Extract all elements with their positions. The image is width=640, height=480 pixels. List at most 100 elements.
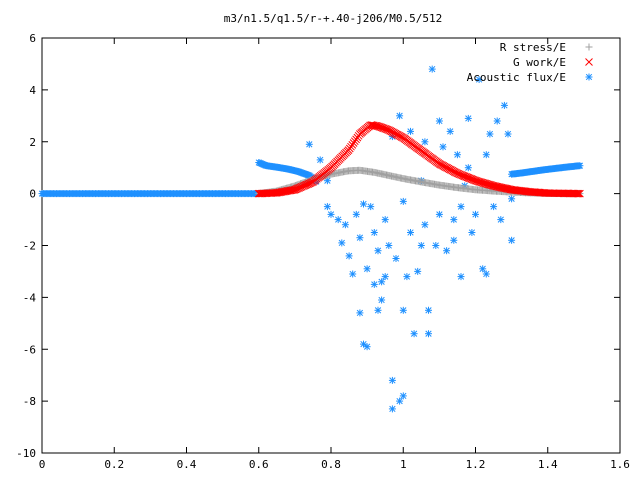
acoustic-flux-point: [475, 76, 483, 83]
plot-border: [41, 37, 621, 454]
legend-label: G work/E: [513, 56, 566, 69]
acoustic-flux-point: [450, 236, 458, 244]
legend-marker: [585, 58, 593, 66]
acoustic-flux-point: [399, 392, 407, 400]
acoustic-flux-point: [453, 151, 461, 159]
g-work-point: [299, 182, 307, 191]
x-tick-label: 0.8: [321, 458, 341, 471]
g-work-point: [454, 169, 463, 178]
acoustic-flux-point: [305, 140, 313, 148]
g-work-point: [572, 189, 580, 198]
acoustic-flux-point: [345, 252, 353, 260]
acoustic-flux-point: [421, 138, 429, 146]
acoustic-flux-point: [450, 216, 458, 224]
g-work-point: [301, 181, 310, 189]
acoustic-flux-point: [464, 114, 472, 122]
acoustic-flux-point: [479, 265, 487, 273]
acoustic-flux-point: [425, 306, 432, 314]
x-tick-label: 0.6: [249, 458, 269, 471]
legend-label: R stress/E: [500, 41, 566, 54]
acoustic-flux-point: [414, 267, 422, 275]
plot-frame: [41, 37, 621, 454]
y-tick-label: -8: [23, 395, 36, 408]
acoustic-flux-point: [410, 330, 418, 338]
acoustic-flux-point: [378, 278, 386, 286]
acoustic-flux-point: [399, 197, 407, 205]
acoustic-flux-point: [486, 130, 494, 138]
acoustic-flux-point: [482, 270, 490, 278]
g-work-point: [383, 125, 392, 134]
g-work-point: [573, 189, 582, 198]
acoustic-flux-point: [457, 203, 465, 211]
y-tick-label: -2: [23, 240, 36, 253]
acoustic-flux-point: [360, 200, 367, 208]
y-tick-label: 0: [29, 188, 36, 201]
acoustic-flux-point: [428, 65, 436, 73]
acoustic-flux-point: [381, 216, 389, 224]
acoustic-flux-point: [508, 236, 516, 244]
legend-label: Acoustic flux/E: [467, 71, 566, 84]
acoustic-flux-point: [493, 117, 501, 125]
series-acoustic-flux: [38, 65, 584, 413]
acoustic-flux-point: [399, 306, 407, 314]
x-tick-label: 1.4: [538, 458, 558, 471]
x-tick-label: 1.2: [466, 458, 486, 471]
x-tick-label: 1.6: [610, 458, 630, 471]
acoustic-flux-point: [403, 273, 411, 281]
acoustic-flux-point: [367, 203, 375, 211]
acoustic-flux-point: [334, 216, 342, 224]
acoustic-flux-point: [327, 210, 335, 218]
acoustic-flux-point: [425, 330, 432, 338]
x-tick-label: 0.4: [177, 458, 197, 471]
acoustic-flux-point: [374, 247, 382, 255]
acoustic-flux-point: [388, 376, 396, 384]
acoustic-flux-point: [352, 210, 360, 218]
acoustic-flux-point: [323, 203, 331, 211]
x-tick-label: 0: [39, 458, 46, 471]
acoustic-flux-point: [396, 112, 404, 120]
acoustic-flux-point: [341, 221, 349, 229]
g-work-point: [294, 184, 302, 193]
acoustic-flux-point: [435, 210, 443, 218]
acoustic-flux-point: [443, 247, 451, 255]
acoustic-flux-point: [338, 239, 346, 247]
acoustic-flux-point: [508, 195, 516, 203]
series-g-work: [254, 121, 584, 198]
y-tick-label: -4: [23, 291, 37, 304]
series-group: [38, 65, 584, 413]
acoustic-flux-point: [407, 127, 414, 135]
y-tick-label: 4: [29, 84, 36, 97]
g-work-point: [574, 189, 583, 198]
acoustic-flux-point: [370, 280, 378, 288]
acoustic-flux-point: [435, 117, 443, 125]
acoustic-flux-point: [490, 203, 498, 211]
acoustic-flux-point: [360, 340, 367, 348]
acoustic-flux-point: [370, 229, 378, 236]
x-tick-label: 1: [400, 458, 407, 471]
acoustic-flux-point: [417, 242, 425, 249]
acoustic-flux-point: [374, 306, 382, 314]
g-work-point: [576, 189, 584, 198]
acoustic-flux-point: [388, 405, 396, 413]
acoustic-flux-point: [468, 229, 476, 236]
acoustic-flux-point: [504, 130, 512, 138]
acoustic-flux-point: [392, 255, 400, 262]
acoustic-flux-point: [378, 296, 386, 304]
legend-marker: [585, 73, 593, 81]
g-work-point: [302, 180, 311, 189]
acoustic-flux-point: [432, 242, 440, 249]
g-work-point: [305, 179, 314, 188]
acoustic-flux-point: [316, 156, 324, 164]
acoustic-flux-point: [576, 162, 584, 170]
acoustic-flux-point: [407, 229, 414, 236]
acoustic-flux-point: [500, 101, 508, 109]
g-work-point: [291, 185, 300, 194]
acoustic-flux-point: [356, 309, 364, 317]
acoustic-flux-point: [349, 270, 357, 278]
legend-marker: [585, 43, 593, 51]
y-tick-label: 2: [29, 136, 36, 149]
acoustic-flux-point: [497, 216, 505, 224]
y-tick-label: 6: [29, 32, 36, 45]
acoustic-flux-point: [421, 221, 429, 229]
